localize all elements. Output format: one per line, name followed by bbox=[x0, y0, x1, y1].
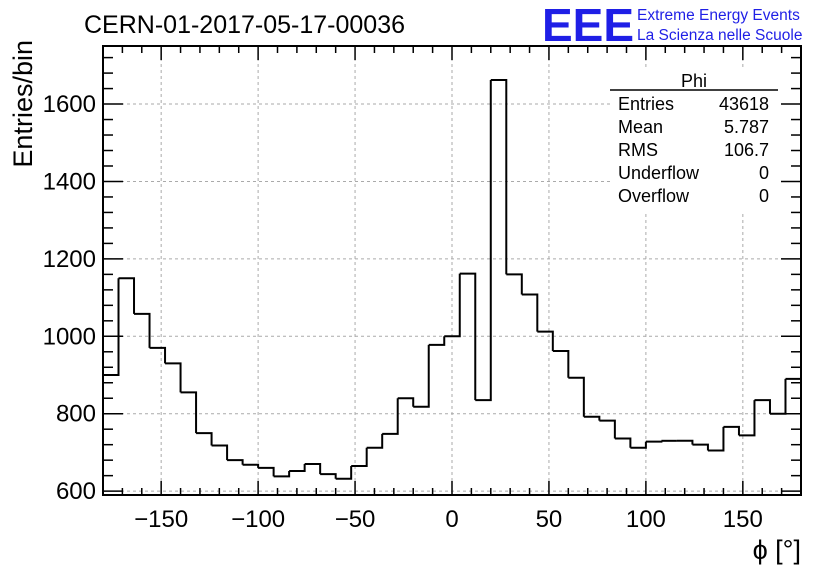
histogram-bin bbox=[149, 346, 167, 364]
stats-box: Phi Entries 43618 Mean 5.787 RMS 106.7 U… bbox=[610, 70, 778, 212]
stats-label-underflow: Underflow bbox=[618, 163, 700, 183]
stats-value-rms: 106.7 bbox=[724, 140, 769, 160]
x-tick-label: 0 bbox=[445, 506, 458, 533]
stats-value-mean: 5.787 bbox=[724, 117, 769, 137]
x-axis-label: ϕ [°] bbox=[753, 535, 801, 565]
stats-box-background bbox=[610, 70, 778, 212]
histogram-bin bbox=[397, 397, 415, 407]
histogram-bin bbox=[211, 444, 229, 461]
histogram-bin bbox=[769, 378, 787, 415]
histogram-bin bbox=[165, 362, 182, 393]
histogram-bin bbox=[568, 376, 585, 417]
eee-logo-text: EEE bbox=[542, 0, 634, 51]
histogram-bin bbox=[521, 293, 539, 332]
x-tick-label: 150 bbox=[723, 506, 763, 533]
x-tick-label: −50 bbox=[335, 506, 376, 533]
histogram-bin bbox=[351, 447, 368, 467]
histogram-bin bbox=[707, 426, 725, 452]
stats-value-overflow: 0 bbox=[759, 186, 769, 206]
histogram-bin bbox=[134, 312, 151, 348]
x-tick-labels: −150 −100 −50 0 50 100 150 bbox=[134, 506, 763, 533]
x-tick-label: 100 bbox=[626, 506, 666, 533]
histogram-bars bbox=[102, 79, 801, 495]
histogram-bin bbox=[242, 463, 260, 468]
histogram-bin bbox=[599, 419, 616, 439]
histogram-bin bbox=[428, 336, 446, 346]
chart-title: CERN-01-2017-05-17-00036 bbox=[84, 11, 405, 39]
y-tick-label: 600 bbox=[56, 478, 96, 505]
histogram-bin bbox=[630, 441, 647, 449]
histogram-bin bbox=[289, 464, 306, 473]
histogram-bin bbox=[754, 399, 771, 414]
histogram-bin bbox=[118, 277, 136, 314]
y-tick-labels: 600 800 1000 1200 1400 1600 bbox=[43, 91, 96, 505]
stats-label-overflow: Overflow bbox=[618, 186, 690, 206]
histogram-bin bbox=[459, 272, 477, 401]
eee-logo: EEE Extreme Energy Events La Scienza nel… bbox=[542, 0, 802, 51]
y-tick-label: 1600 bbox=[43, 91, 96, 118]
histogram-bin bbox=[304, 463, 322, 475]
histogram-bin bbox=[444, 273, 461, 338]
stats-label-rms: RMS bbox=[618, 140, 658, 160]
plot-frame bbox=[102, 45, 802, 496]
eee-logo-line2: La Scienza nelle Scuole bbox=[637, 27, 802, 44]
stats-label-mean: Mean bbox=[618, 117, 663, 137]
histogram-bin bbox=[676, 439, 694, 445]
histogram-bin bbox=[645, 440, 663, 443]
histogram-bin bbox=[552, 350, 570, 378]
histogram-bin bbox=[413, 344, 430, 408]
stats-value-underflow: 0 bbox=[759, 163, 769, 183]
histogram-bin bbox=[738, 400, 756, 437]
stats-label-entries: Entries bbox=[618, 94, 674, 114]
histogram-bin bbox=[227, 459, 244, 465]
histogram-bin bbox=[692, 443, 709, 451]
x-tick-label: 50 bbox=[536, 506, 563, 533]
histogram-bin bbox=[537, 330, 554, 352]
y-tick-label: 1400 bbox=[43, 168, 96, 195]
eee-logo-line1: Extreme Energy Events bbox=[637, 7, 800, 24]
x-tick-label: −150 bbox=[134, 506, 188, 533]
histogram-bin bbox=[614, 437, 632, 448]
histogram-bin bbox=[196, 432, 213, 446]
y-tick-label: 800 bbox=[56, 401, 96, 428]
y-tick-label: 1200 bbox=[43, 246, 96, 273]
histogram-bin bbox=[335, 465, 353, 480]
y-tick-label: 1000 bbox=[43, 323, 96, 350]
histogram-bin bbox=[366, 433, 384, 449]
histogram-bin bbox=[475, 80, 492, 402]
histogram-bin bbox=[103, 278, 120, 377]
histogram-bin bbox=[723, 425, 740, 436]
histogram-bin bbox=[180, 391, 198, 434]
histogram-bin bbox=[320, 473, 337, 479]
histogram-bin bbox=[506, 273, 523, 295]
x-tick-label: −100 bbox=[231, 506, 285, 533]
histogram-bin bbox=[273, 471, 291, 478]
stats-title: Phi bbox=[681, 71, 707, 91]
y-axis-label: Entries/bin bbox=[8, 40, 38, 168]
histogram-bin bbox=[382, 398, 399, 435]
histogram-bin bbox=[583, 415, 601, 421]
histogram-bin bbox=[258, 466, 275, 477]
stats-value-entries: 43618 bbox=[719, 94, 769, 114]
histogram-bin bbox=[490, 79, 508, 275]
